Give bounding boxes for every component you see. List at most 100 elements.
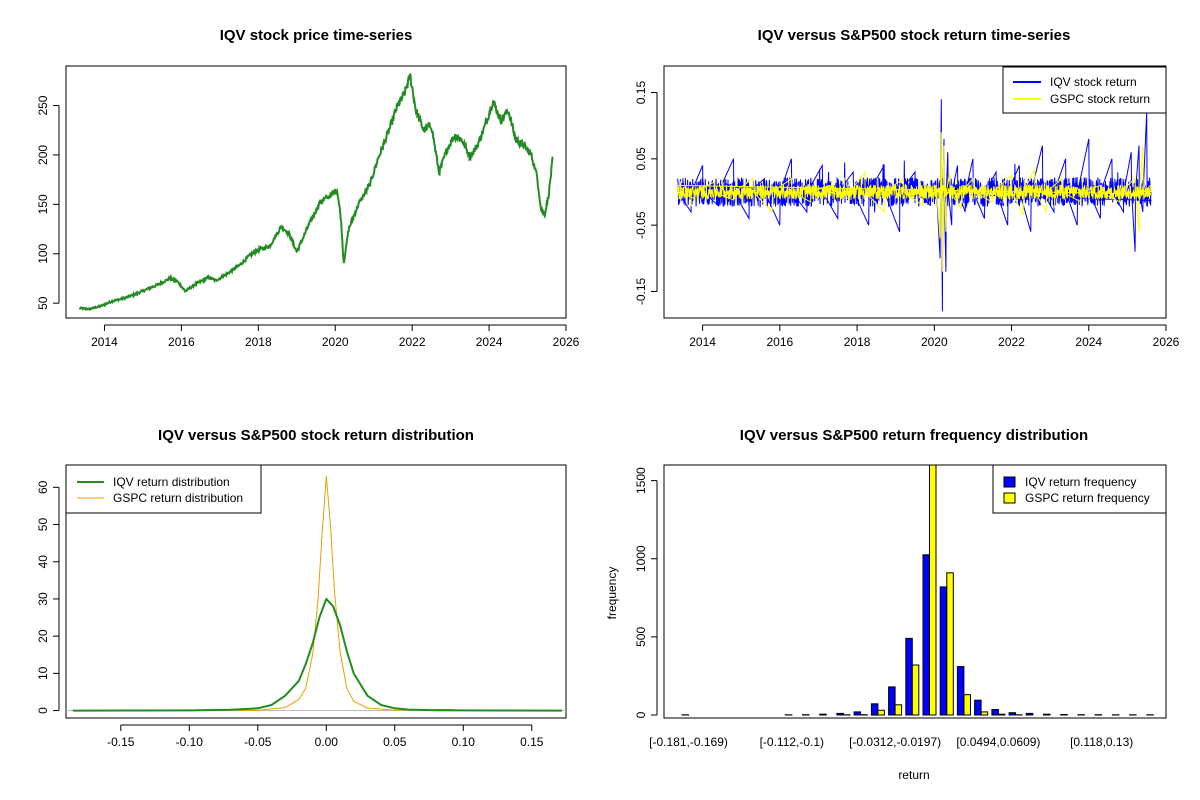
- x-tick-label: 2026: [1153, 335, 1180, 349]
- return-frequency-panel: IQV versus S&P500 return frequency distr…: [605, 427, 1167, 782]
- legend-swatch: [1003, 476, 1016, 488]
- gspc-frequency-bar: [963, 694, 971, 716]
- y-tick-label: 50: [36, 518, 50, 532]
- y-tick-label: 0.05: [634, 147, 648, 171]
- legend-box: [1002, 66, 1167, 114]
- iqv-frequency-bar: [922, 554, 930, 716]
- iqv-frequency-bar: [888, 686, 896, 716]
- iqv-frequency-bar: [1025, 712, 1034, 716]
- y-tick-label: 0: [634, 711, 648, 718]
- x-tick-label: 2018: [245, 335, 272, 349]
- plot-frame: [65, 464, 567, 719]
- legend-label: IQV return frequency: [1025, 475, 1136, 489]
- iqv-frequency-bar: [819, 713, 827, 716]
- y-tick-label: 10: [36, 666, 50, 680]
- y-tick-label: -0.15: [634, 277, 648, 305]
- y-tick-label: 150: [36, 194, 50, 214]
- x-tick-label: 2020: [322, 335, 349, 349]
- legend-label: IQV stock return: [1050, 75, 1137, 89]
- x-tick-label: 0.00: [315, 735, 339, 749]
- y-tick-label: 0: [36, 707, 50, 714]
- y-tick-label: -0.05: [634, 211, 648, 239]
- chart-title: IQV versus S&P500 return frequency distr…: [740, 427, 1088, 444]
- price-timeseries-panel: IQV stock price time-series 2014 2016 2018…: [36, 27, 580, 349]
- y-tick-label: 20: [36, 629, 50, 643]
- gspc-frequency-bar: [997, 713, 1006, 716]
- legend-label: GSPC stock return: [1050, 92, 1150, 106]
- x-tick-label: 0.05: [383, 735, 407, 749]
- price-series-line: [78, 73, 554, 312]
- legend-swatch: [1003, 492, 1016, 504]
- iqv-frequency-bar: [1008, 712, 1017, 716]
- x-tick-label: [0.118,0.13): [1070, 735, 1133, 749]
- x-tick-label: 2020: [921, 335, 948, 349]
- chart-title: IQV versus S&P500 stock return distribut…: [158, 427, 474, 444]
- x-tick-label: 2022: [998, 335, 1025, 349]
- y-tick-label: 40: [36, 555, 50, 569]
- legend-box: [65, 464, 262, 514]
- iqv-frequency-bar: [1043, 713, 1051, 716]
- y-tick-label: 100: [36, 243, 50, 263]
- x-tick-label: 2014: [91, 335, 118, 349]
- gspc-density-line: [72, 475, 562, 712]
- y-tick-label: 60: [36, 480, 50, 494]
- gspc-frequency-bar: [929, 464, 937, 716]
- y-axis-label: frequency: [605, 567, 619, 620]
- y-tick-label: 1500: [634, 467, 648, 494]
- x-tick-label: -0.15: [107, 735, 135, 749]
- x-tick-label: 2018: [844, 335, 871, 349]
- legend-label: GSPC return distribution: [113, 491, 243, 505]
- iqv-frequency-bar: [870, 703, 879, 716]
- gspc-frequency-bar: [980, 711, 989, 716]
- iqv-frequency-bar: [956, 666, 965, 716]
- y-tick-label: 50: [36, 296, 50, 310]
- y-tick-label: 200: [36, 145, 50, 165]
- iqv-return-series: [676, 99, 1153, 312]
- y-tick-label: 250: [36, 95, 50, 115]
- y-tick-label: 1000: [634, 545, 648, 572]
- y-tick-label: 30: [36, 592, 50, 606]
- x-tick-label: -0.05: [244, 735, 272, 749]
- x-tick-label: -0.10: [176, 735, 204, 749]
- iqv-density-line: [72, 597, 562, 712]
- iqv-frequency-bar: [991, 709, 999, 716]
- iqv-frequency-bar: [939, 586, 948, 716]
- gspc-return-series: [676, 132, 1152, 272]
- plot-frame: [663, 65, 1167, 319]
- iqv-frequency-bar: [905, 637, 913, 716]
- x-tick-label: 0.10: [452, 735, 476, 749]
- x-tick-label: 0.15: [520, 735, 544, 749]
- gspc-frequency-bar: [894, 704, 903, 716]
- iqv-frequency-bar: [853, 711, 862, 716]
- x-tick-label: 2026: [553, 335, 580, 349]
- x-tick-label: 2022: [399, 335, 426, 349]
- gspc-frequency-bar: [911, 664, 920, 716]
- x-tick-label: 2024: [1075, 335, 1102, 349]
- gspc-frequency-bar: [946, 572, 954, 716]
- x-tick-label: [-0.112,-0.1): [760, 735, 824, 749]
- gspc-frequency-bar: [877, 709, 885, 716]
- legend-box: [992, 464, 1167, 514]
- legend-label: IQV return distribution: [113, 475, 230, 489]
- chart-title: IQV stock price time-series: [220, 27, 413, 44]
- iqv-frequency-bar: [836, 712, 844, 716]
- x-tick-label: [-0.0312,-0.0197): [849, 735, 941, 749]
- x-tick-label: 2024: [476, 335, 503, 349]
- y-tick-label: 0.15: [634, 81, 648, 105]
- x-tick-label: 2014: [689, 335, 716, 349]
- x-axis-label: return: [898, 768, 929, 782]
- plot-frame: [65, 65, 567, 319]
- x-tick-label: [0.0494,0.0609): [956, 735, 1040, 749]
- plot-frame: [663, 464, 1167, 719]
- x-tick-label: [-0.181,-0.169): [649, 735, 728, 749]
- x-tick-label: 2016: [766, 335, 793, 349]
- chart-title: IQV versus S&P500 stock return time-seri…: [758, 27, 1071, 44]
- legend-label: GSPC return frequency: [1025, 491, 1150, 505]
- iqv-frequency-bar: [974, 699, 982, 716]
- iqv-frequency-bar: [1060, 714, 1068, 716]
- return-timeseries-panel: IQV versus S&P500 stock return time-seri…: [634, 27, 1180, 349]
- x-tick-label: 2016: [168, 335, 195, 349]
- return-distribution-panel: IQV versus S&P500 stock return distribut…: [36, 427, 567, 749]
- y-tick-label: 500: [634, 627, 648, 647]
